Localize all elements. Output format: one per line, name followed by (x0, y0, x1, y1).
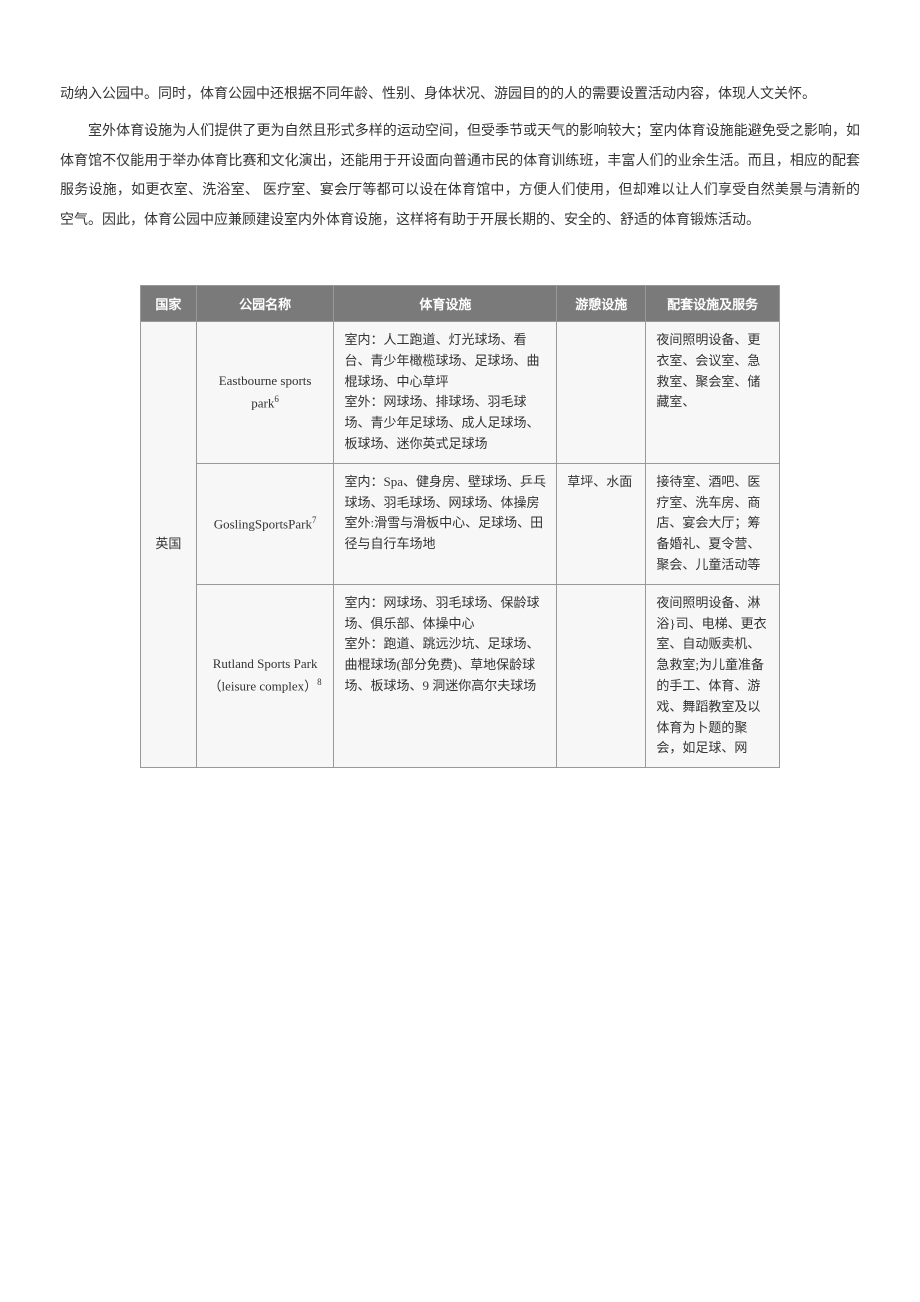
cell-parkname-1: GoslingSportsPark7 (196, 463, 334, 584)
header-country: 国家 (141, 285, 197, 321)
sports-parks-table: 国家 公园名称 体育设施 游憩设施 配套设施及服务 英国 Eastbourne … (140, 285, 780, 768)
header-services: 配套设施及服务 (646, 285, 780, 321)
cell-leisure-1: 草坪、水面 (557, 463, 646, 584)
park-name-text: Eastbourne sports park (219, 373, 312, 410)
table-row: 英国 Eastbourne sports park6 室内：人工跑道、灯光球场、… (141, 321, 780, 463)
cell-sports-2: 室内：网球场、羽毛球场、保龄球场、俱乐部、体操中心室外：跑道、跳远沙坑、足球场、… (334, 584, 557, 767)
cell-parkname-0: Eastbourne sports park6 (196, 321, 334, 463)
cell-services-2: 夜间照明设备、淋浴}司、电梯、更衣室、自动贩卖机、急救室;为儿童准备的手工、体育… (646, 584, 780, 767)
paragraph-2: 室外体育设施为人们提供了更为自然且形式多样的运动空间，但受季节或天气的影响较大；… (60, 117, 860, 235)
table-row: Rutland Sports Park（leisure complex）8 室内… (141, 584, 780, 767)
paragraph-1: 动纳入公园中。同时，体育公园中还根据不同年龄、性别、身体状况、游园目的的人的需要… (60, 80, 860, 109)
park-name-text: GoslingSportsPark (214, 516, 312, 531)
table-header-row: 国家 公园名称 体育设施 游憩设施 配套设施及服务 (141, 285, 780, 321)
cell-country: 英国 (141, 321, 197, 767)
park-sup-1: 7 (312, 515, 317, 525)
cell-services-0: 夜间照明设备、更衣室、会议室、急救室、聚会室、储藏室、 (646, 321, 780, 463)
cell-services-1: 接待室、酒吧、医疗室、洗车房、商店、宴会大厅；筹备婚礼、夏令营、聚会、儿童活动等 (646, 463, 780, 584)
cell-leisure-0 (557, 321, 646, 463)
table-wrapper: 国家 公园名称 体育设施 游憩设施 配套设施及服务 英国 Eastbourne … (60, 285, 860, 768)
cell-sports-0: 室内：人工跑道、灯光球场、看台、青少年橄榄球场、足球场、曲棍球场、中心草坪室外：… (334, 321, 557, 463)
cell-sports-1: 室内：Spa、健身房、壁球场、乒乓球场、羽毛球场、网球场、体操房室外:滑雪与滑板… (334, 463, 557, 584)
park-name-text: Rutland Sports Park（leisure complex） (209, 656, 318, 693)
cell-leisure-2 (557, 584, 646, 767)
cell-parkname-2: Rutland Sports Park（leisure complex）8 (196, 584, 334, 767)
table-row: GoslingSportsPark7 室内：Spa、健身房、壁球场、乒乓球场、羽… (141, 463, 780, 584)
park-sup-0: 6 (274, 394, 279, 404)
park-sup-2: 8 (317, 677, 322, 687)
header-sports: 体育设施 (334, 285, 557, 321)
header-parkname: 公园名称 (196, 285, 334, 321)
header-leisure: 游憩设施 (557, 285, 646, 321)
